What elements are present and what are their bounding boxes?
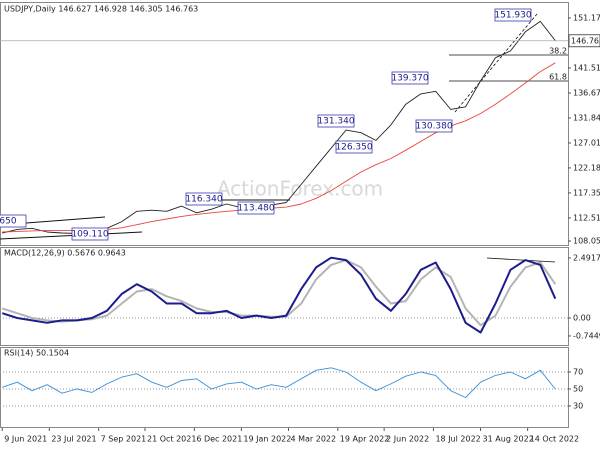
x-tick-label: 23 Jul 2021 — [51, 435, 96, 444]
y-tick-label: 141.510 — [573, 63, 600, 72]
annotation-box — [391, 71, 429, 85]
x-tick-label: 19 Apr 2022 — [340, 435, 389, 444]
y-tick-label: 112.510 — [573, 213, 600, 222]
macd-title: MACD(12,26,9) 0.5676 0.9643 — [4, 249, 126, 258]
annotation: 130.380 — [415, 122, 452, 132]
annotation-box — [317, 114, 355, 128]
series-line — [1, 256, 557, 334]
annotation: 139.370 — [391, 74, 428, 84]
annotation: 109.110 — [71, 230, 108, 240]
x-tick-label: 9 Jun 2021 — [4, 435, 47, 444]
watermark: ActionForex.com — [217, 177, 383, 201]
x-tick-label: 7 Sep 2021 — [101, 435, 147, 444]
x-tick-label: 19 Jan 2022 — [243, 435, 291, 444]
y-tick-label: 70 — [573, 367, 583, 376]
divergence-line — [486, 257, 556, 263]
x-tick-label: 18 Jul 2022 — [435, 435, 480, 444]
y-tick-label: 127.010 — [573, 138, 600, 147]
annotation: 38.2 — [549, 47, 567, 56]
y-tick-label: 151.170 — [573, 13, 600, 22]
y-tick-label: 30 — [573, 401, 583, 410]
annotation-box — [71, 227, 109, 241]
y-tick-label: 131.840 — [573, 113, 600, 122]
price-panel-frame — [0, 2, 569, 246]
annotation-box — [237, 201, 275, 215]
x-tick-label: 21 Oct 2021 — [147, 435, 196, 444]
rsi-title: RSI(14) 50.1504 — [4, 349, 69, 358]
x-tick-label: 14 Oct 2022 — [530, 435, 579, 444]
y-tick-label: 50 — [573, 384, 583, 393]
last-price-box — [568, 34, 600, 48]
y-tick-label: 0.00 — [573, 313, 591, 322]
y-tick-label: 117.350 — [573, 188, 600, 197]
annotation: 61.8 — [549, 73, 567, 82]
annotation: 116.340 — [185, 195, 222, 205]
y-tick-label: -0.7449 — [573, 331, 600, 340]
annotation-box — [494, 8, 532, 22]
y-tick-label: 108.050 — [573, 237, 600, 246]
annotation-box — [185, 192, 223, 206]
price-title: USDJPY,Daily 146.627 146.928 146.305 146… — [4, 5, 198, 14]
x-tick-label: 31 Aug 2022 — [483, 435, 534, 444]
annotation: 650 — [0, 217, 17, 227]
annotation: 126.350 — [335, 143, 372, 153]
series-line — [2, 367, 556, 398]
y-tick-label: 136.670 — [573, 88, 600, 97]
x-tick-label: 4 Mar 2022 — [290, 435, 336, 444]
last-price-label: 146.763 — [571, 36, 600, 45]
annotation: 113.480 — [237, 204, 274, 214]
y-tick-label: 122.180 — [573, 163, 600, 172]
annotation: 151.930 — [494, 11, 531, 21]
rsi-panel-frame — [0, 347, 569, 428]
annotation: 131.340 — [317, 117, 354, 127]
fib-line — [454, 13, 538, 113]
x-tick-label: 2 Jun 2022 — [386, 435, 429, 444]
annotation-box — [0, 214, 27, 228]
trend-line — [0, 231, 143, 240]
annotation-box — [415, 119, 453, 133]
macd-panel-frame — [0, 247, 569, 346]
x-tick-label: 6 Dec 2021 — [196, 435, 242, 444]
y-tick-label: 2.4917 — [573, 253, 600, 262]
annotation-box — [335, 140, 373, 154]
